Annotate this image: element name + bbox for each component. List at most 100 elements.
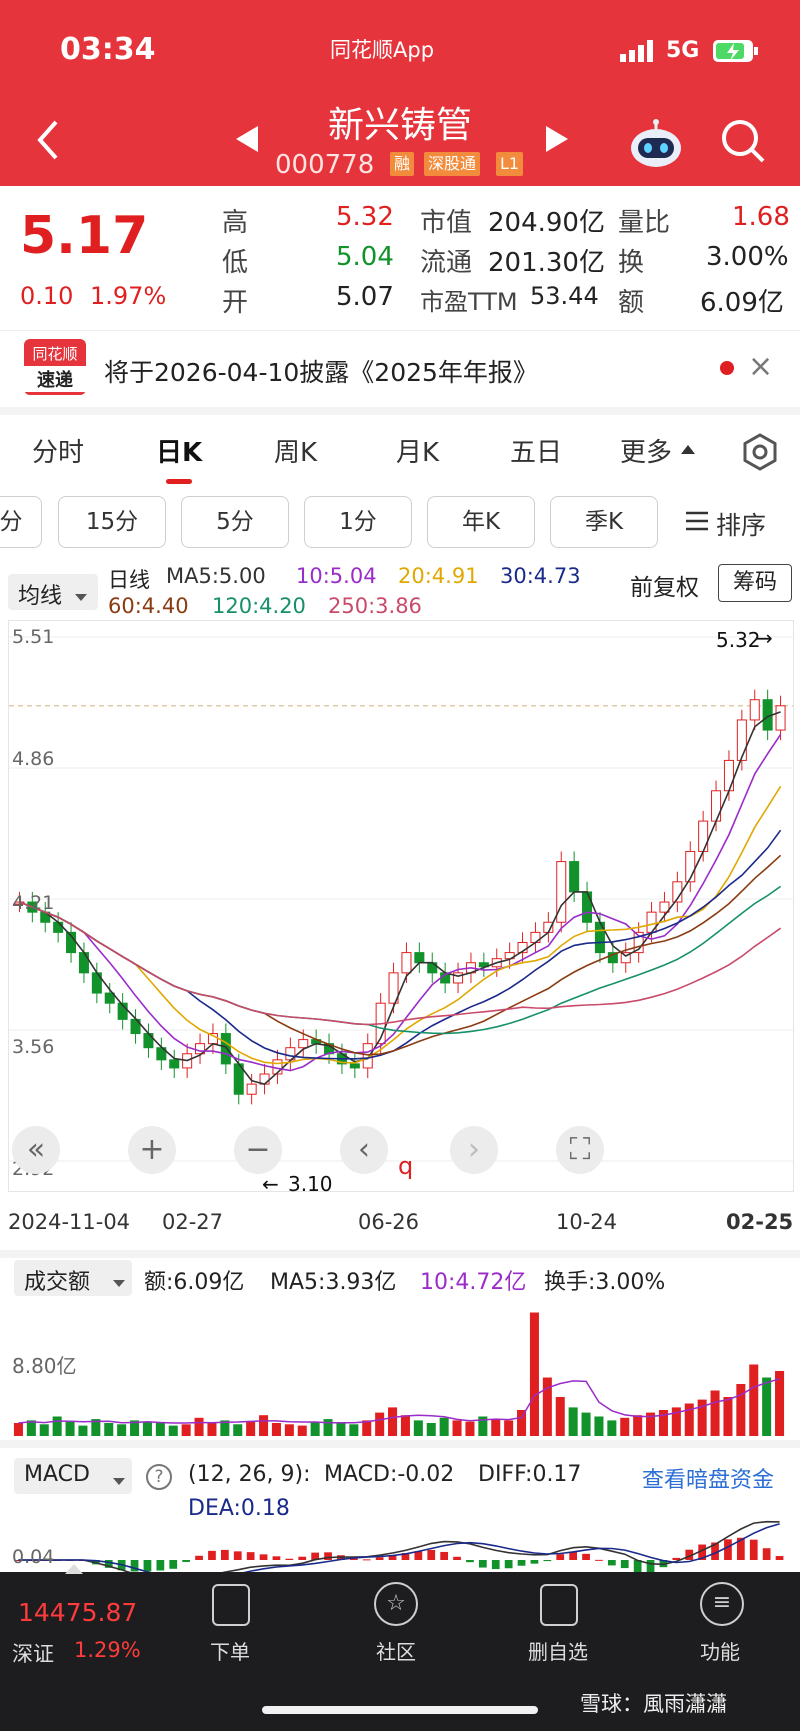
order-icon xyxy=(212,1584,250,1626)
volume-bar xyxy=(400,1415,410,1436)
volume-bar xyxy=(658,1410,668,1436)
nav-community[interactable]: 社区 xyxy=(376,1640,416,1664)
volume-bar xyxy=(504,1420,514,1436)
volume-bar xyxy=(775,1371,785,1436)
home-indicator xyxy=(262,1706,538,1714)
macd-bar xyxy=(711,1542,719,1560)
high-label: 高 xyxy=(222,208,249,238)
period-chip-min[interactable]: 分 xyxy=(0,496,42,548)
macd-bar xyxy=(362,1559,371,1561)
dark-pool-link[interactable]: 查看暗盘资金 xyxy=(642,1468,775,1493)
status-time: 03:34 xyxy=(60,32,156,67)
tab-monthly-k[interactable]: 月K xyxy=(396,438,440,468)
kline-chart[interactable] xyxy=(8,620,794,1192)
candle-body xyxy=(736,719,747,761)
period-chip-1min[interactable]: 1分 xyxy=(304,496,412,548)
macd-bar xyxy=(311,1552,320,1560)
macd-bar xyxy=(375,1557,384,1560)
period-chip-5min[interactable]: 5分 xyxy=(181,496,289,548)
mcap-value: 204.90亿 xyxy=(488,208,605,238)
candle-body xyxy=(195,1043,206,1055)
period-chip-quarter[interactable]: 季K xyxy=(550,496,658,548)
chevron-down-icon xyxy=(112,1472,126,1491)
nav-functions[interactable]: 功能 xyxy=(700,1640,740,1664)
candle-body xyxy=(569,861,580,893)
tab-more[interactable]: 更多 xyxy=(620,438,673,468)
settings-icon[interactable] xyxy=(740,432,780,476)
nav-remove-watchlist[interactable]: 删自选 xyxy=(528,1640,588,1664)
battery-icon xyxy=(712,38,760,68)
tab-weekly-k[interactable]: 周K xyxy=(274,438,318,468)
search-icon[interactable] xyxy=(720,118,766,168)
app-header: 03:34 同花顺App 5G 新兴铸管 000778 融 深股通 L1 xyxy=(0,0,800,186)
collapse-left-button[interactable]: « xyxy=(12,1126,60,1174)
volume-bar xyxy=(762,1377,772,1436)
scroll-left-button[interactable]: ‹ xyxy=(340,1126,388,1174)
period-chip-year[interactable]: 年K xyxy=(427,496,535,548)
volume-bar xyxy=(723,1397,733,1436)
sort-button[interactable]: 排序 xyxy=(716,511,767,540)
volume-bar xyxy=(491,1419,501,1436)
chevron-down-icon xyxy=(112,1274,126,1293)
close-icon[interactable]: × xyxy=(748,349,774,384)
chevron-down-icon xyxy=(74,588,88,607)
macd-bar xyxy=(736,1537,745,1560)
caret-up-icon xyxy=(64,1560,84,1579)
index-value[interactable]: 14475.87 xyxy=(18,1598,138,1627)
volume-bar xyxy=(388,1407,398,1436)
adjust-mode[interactable]: 前复权 xyxy=(630,575,699,601)
next-stock-icon[interactable] xyxy=(544,124,570,158)
prev-stock-icon[interactable] xyxy=(234,124,260,158)
macd-dropdown[interactable]: MACD xyxy=(14,1458,132,1494)
low-value: 5.04 xyxy=(336,242,394,272)
volume-bar xyxy=(594,1416,604,1436)
price-change: 0.10 xyxy=(20,282,74,310)
volume-bar xyxy=(542,1377,552,1436)
network-label: 5G xyxy=(666,38,700,63)
robot-assistant-icon[interactable] xyxy=(628,118,684,174)
ma-line-ma250 xyxy=(19,901,782,1026)
fullscreen-button[interactable]: ⛶ xyxy=(556,1126,604,1174)
notice-logo-bottom: 速递 xyxy=(24,366,86,392)
period-chip-15min[interactable]: 15分 xyxy=(58,496,166,548)
candle-body xyxy=(659,901,670,913)
volume-bar xyxy=(426,1423,436,1436)
y-tick: 3.56 xyxy=(12,1036,55,1058)
right-arrow-icon: → xyxy=(756,626,773,650)
macd-bar xyxy=(762,1548,771,1560)
zoom-in-button[interactable]: + xyxy=(128,1126,176,1174)
macd-bar xyxy=(246,1552,255,1560)
macd-bar xyxy=(595,1559,603,1561)
unread-dot-icon xyxy=(720,361,734,375)
volume-turnover: 换手:3.00% xyxy=(544,1270,666,1295)
tab-intraday[interactable]: 分时 xyxy=(32,438,85,468)
help-icon[interactable]: ? xyxy=(146,1464,172,1490)
low-label: 低 xyxy=(222,248,249,278)
volume-bar xyxy=(246,1421,256,1436)
back-icon[interactable] xyxy=(34,118,62,166)
volume-bar xyxy=(271,1423,281,1436)
kline-svg xyxy=(9,636,793,1162)
open-value: 5.07 xyxy=(336,282,394,312)
volume-bar xyxy=(710,1390,720,1436)
macd-bar xyxy=(582,1553,590,1560)
ma-line-ma20 xyxy=(19,785,782,1065)
macd-bar xyxy=(130,1560,139,1572)
macd-bar xyxy=(324,1552,332,1560)
x-date-label: 02-25 xyxy=(726,1210,794,1234)
notice-bar[interactable]: 同花顺 速递 将于2026-04-10披露《2025年年报》 × xyxy=(0,330,800,415)
scroll-right-button[interactable]: › xyxy=(450,1126,498,1174)
ma-dropdown[interactable]: 均线 xyxy=(8,574,98,610)
volume-bar xyxy=(104,1423,114,1436)
macd-bar xyxy=(466,1560,474,1563)
tab-five-day[interactable]: 五日 xyxy=(510,438,563,468)
macd-bar xyxy=(285,1558,294,1560)
candle-body xyxy=(414,952,425,964)
sort-icon[interactable] xyxy=(686,510,708,536)
zoom-out-button[interactable]: − xyxy=(234,1126,282,1174)
volume-dropdown[interactable]: 成交额 xyxy=(14,1260,132,1296)
chip-distribution-button[interactable]: 筹码 xyxy=(718,564,792,602)
tab-daily-k[interactable]: 日K xyxy=(156,438,203,468)
ma-line-ma5 xyxy=(19,711,781,1085)
nav-order[interactable]: 下单 xyxy=(210,1640,250,1664)
